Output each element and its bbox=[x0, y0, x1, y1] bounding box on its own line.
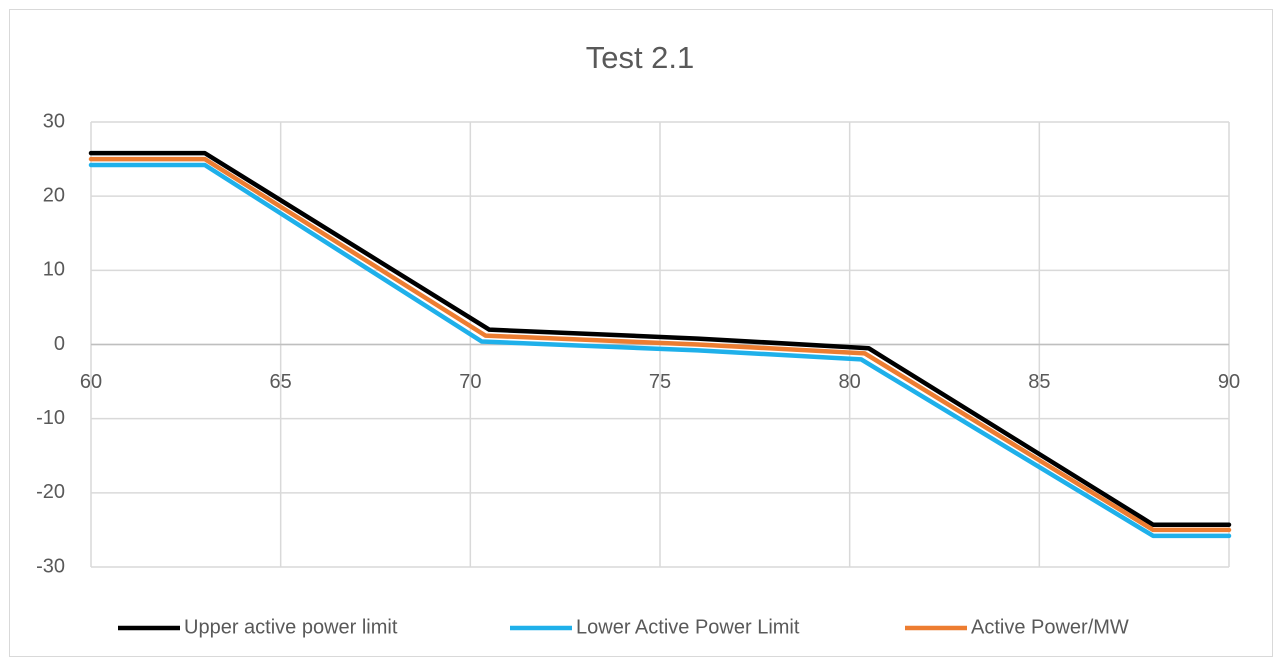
y-tick-label: 30 bbox=[43, 110, 65, 132]
x-tick-label: 90 bbox=[1218, 371, 1240, 393]
y-tick-label: 0 bbox=[54, 333, 65, 355]
y-tick-label: 10 bbox=[43, 259, 65, 281]
series-line bbox=[88, 150, 1232, 527]
y-tick-label: -20 bbox=[36, 481, 65, 503]
y-tick-label: -30 bbox=[36, 555, 65, 577]
x-tick-label: 85 bbox=[1028, 371, 1050, 393]
chart-border bbox=[9, 9, 1273, 657]
x-tick-label: 80 bbox=[839, 371, 861, 393]
x-tick-label: 75 bbox=[649, 371, 671, 393]
legend-label: Lower Active Power Limit bbox=[576, 616, 800, 638]
y-tick-label: 20 bbox=[43, 184, 65, 206]
x-tick-label: 60 bbox=[80, 371, 102, 393]
legend-label: Upper active power limit bbox=[184, 616, 398, 638]
series-line bbox=[88, 162, 1232, 539]
series-line bbox=[88, 156, 1232, 533]
chart-title: Test 2.1 bbox=[586, 40, 695, 75]
legend-label: Active Power/MW bbox=[971, 616, 1129, 638]
x-tick-label: 65 bbox=[270, 371, 292, 393]
x-tick-label: 70 bbox=[459, 371, 481, 393]
y-tick-label: -10 bbox=[36, 407, 65, 429]
